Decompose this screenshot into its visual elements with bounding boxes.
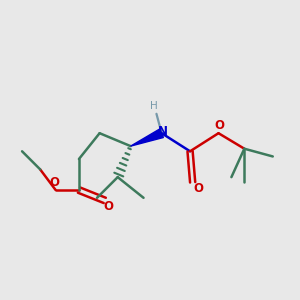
Text: N: N: [158, 125, 168, 138]
Text: O: O: [215, 119, 225, 133]
Text: O: O: [50, 176, 59, 189]
Text: O: O: [103, 200, 114, 213]
Text: O: O: [193, 182, 203, 195]
Polygon shape: [130, 129, 164, 146]
Text: H: H: [150, 101, 158, 111]
